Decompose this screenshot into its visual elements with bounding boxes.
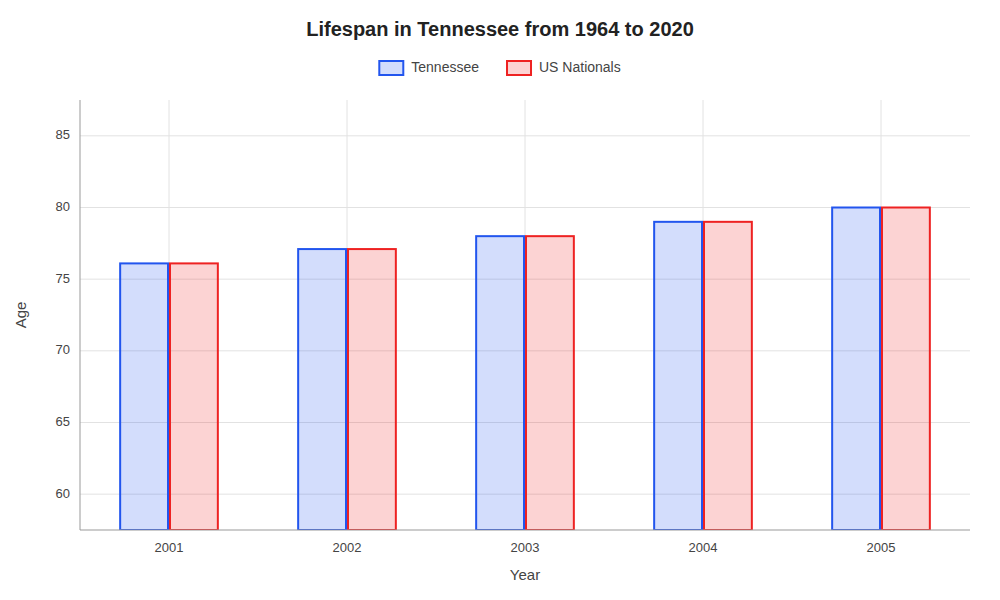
bar: US Nationals: 77.1 [348,249,396,530]
x-tick-label: 2003 [511,540,540,555]
bar: US Nationals: 79 [704,222,752,530]
y-axis-line [80,100,81,530]
bars: Tennessee: 76.1 Tennessee: 77.1 Tennessee:… [120,208,930,531]
bar: US Nationals: 76.1 [170,263,218,530]
bar: Tennessee: 78 [476,236,524,530]
grid [80,100,970,530]
bar: US Nationals: 78 [526,236,574,530]
bar: Tennessee: 76.1 [120,263,168,530]
legend-swatch [379,61,403,75]
legend-label: Tennessee [411,59,479,75]
chart-container: 60 65 70 75 80 85 2001 2002 2003 2004 2005 Tennesse… [0,0,1000,600]
bar: Tennessee: 77.1 [298,249,346,530]
y-tick-label: 85 [56,127,70,142]
x-tick-label: 2005 [867,540,896,555]
legend: Tennessee US Nationals [379,59,620,75]
legend-label: US Nationals [539,59,621,75]
legend-item: US Nationals [507,59,621,75]
y-tick-label: 80 [56,199,70,214]
x-tick-label: 2004 [689,540,718,555]
legend-item: Tennessee [379,59,479,75]
x-axis-line [80,530,970,531]
bar: Tennessee: 80 [832,208,880,531]
bar: Tennessee: 79 [654,222,702,530]
chart-title: Lifespan in Tennessee from 1964 to 2020 [306,18,694,40]
x-tick-label: 2001 [155,540,184,555]
bar: US Nationals: 80 [882,208,930,531]
y-tick-label: 60 [56,486,70,501]
x-tick-label: 2002 [333,540,362,555]
y-tick-label: 70 [56,342,70,357]
y-axis-label: Age [12,302,29,329]
chart-svg: 60 65 70 75 80 85 2001 2002 2003 2004 2005 Tennesse… [0,0,1000,600]
legend-swatch [507,61,531,75]
y-tick-label: 65 [56,414,70,429]
y-tick-label: 75 [56,271,70,286]
x-axis-label: Year [510,566,540,583]
